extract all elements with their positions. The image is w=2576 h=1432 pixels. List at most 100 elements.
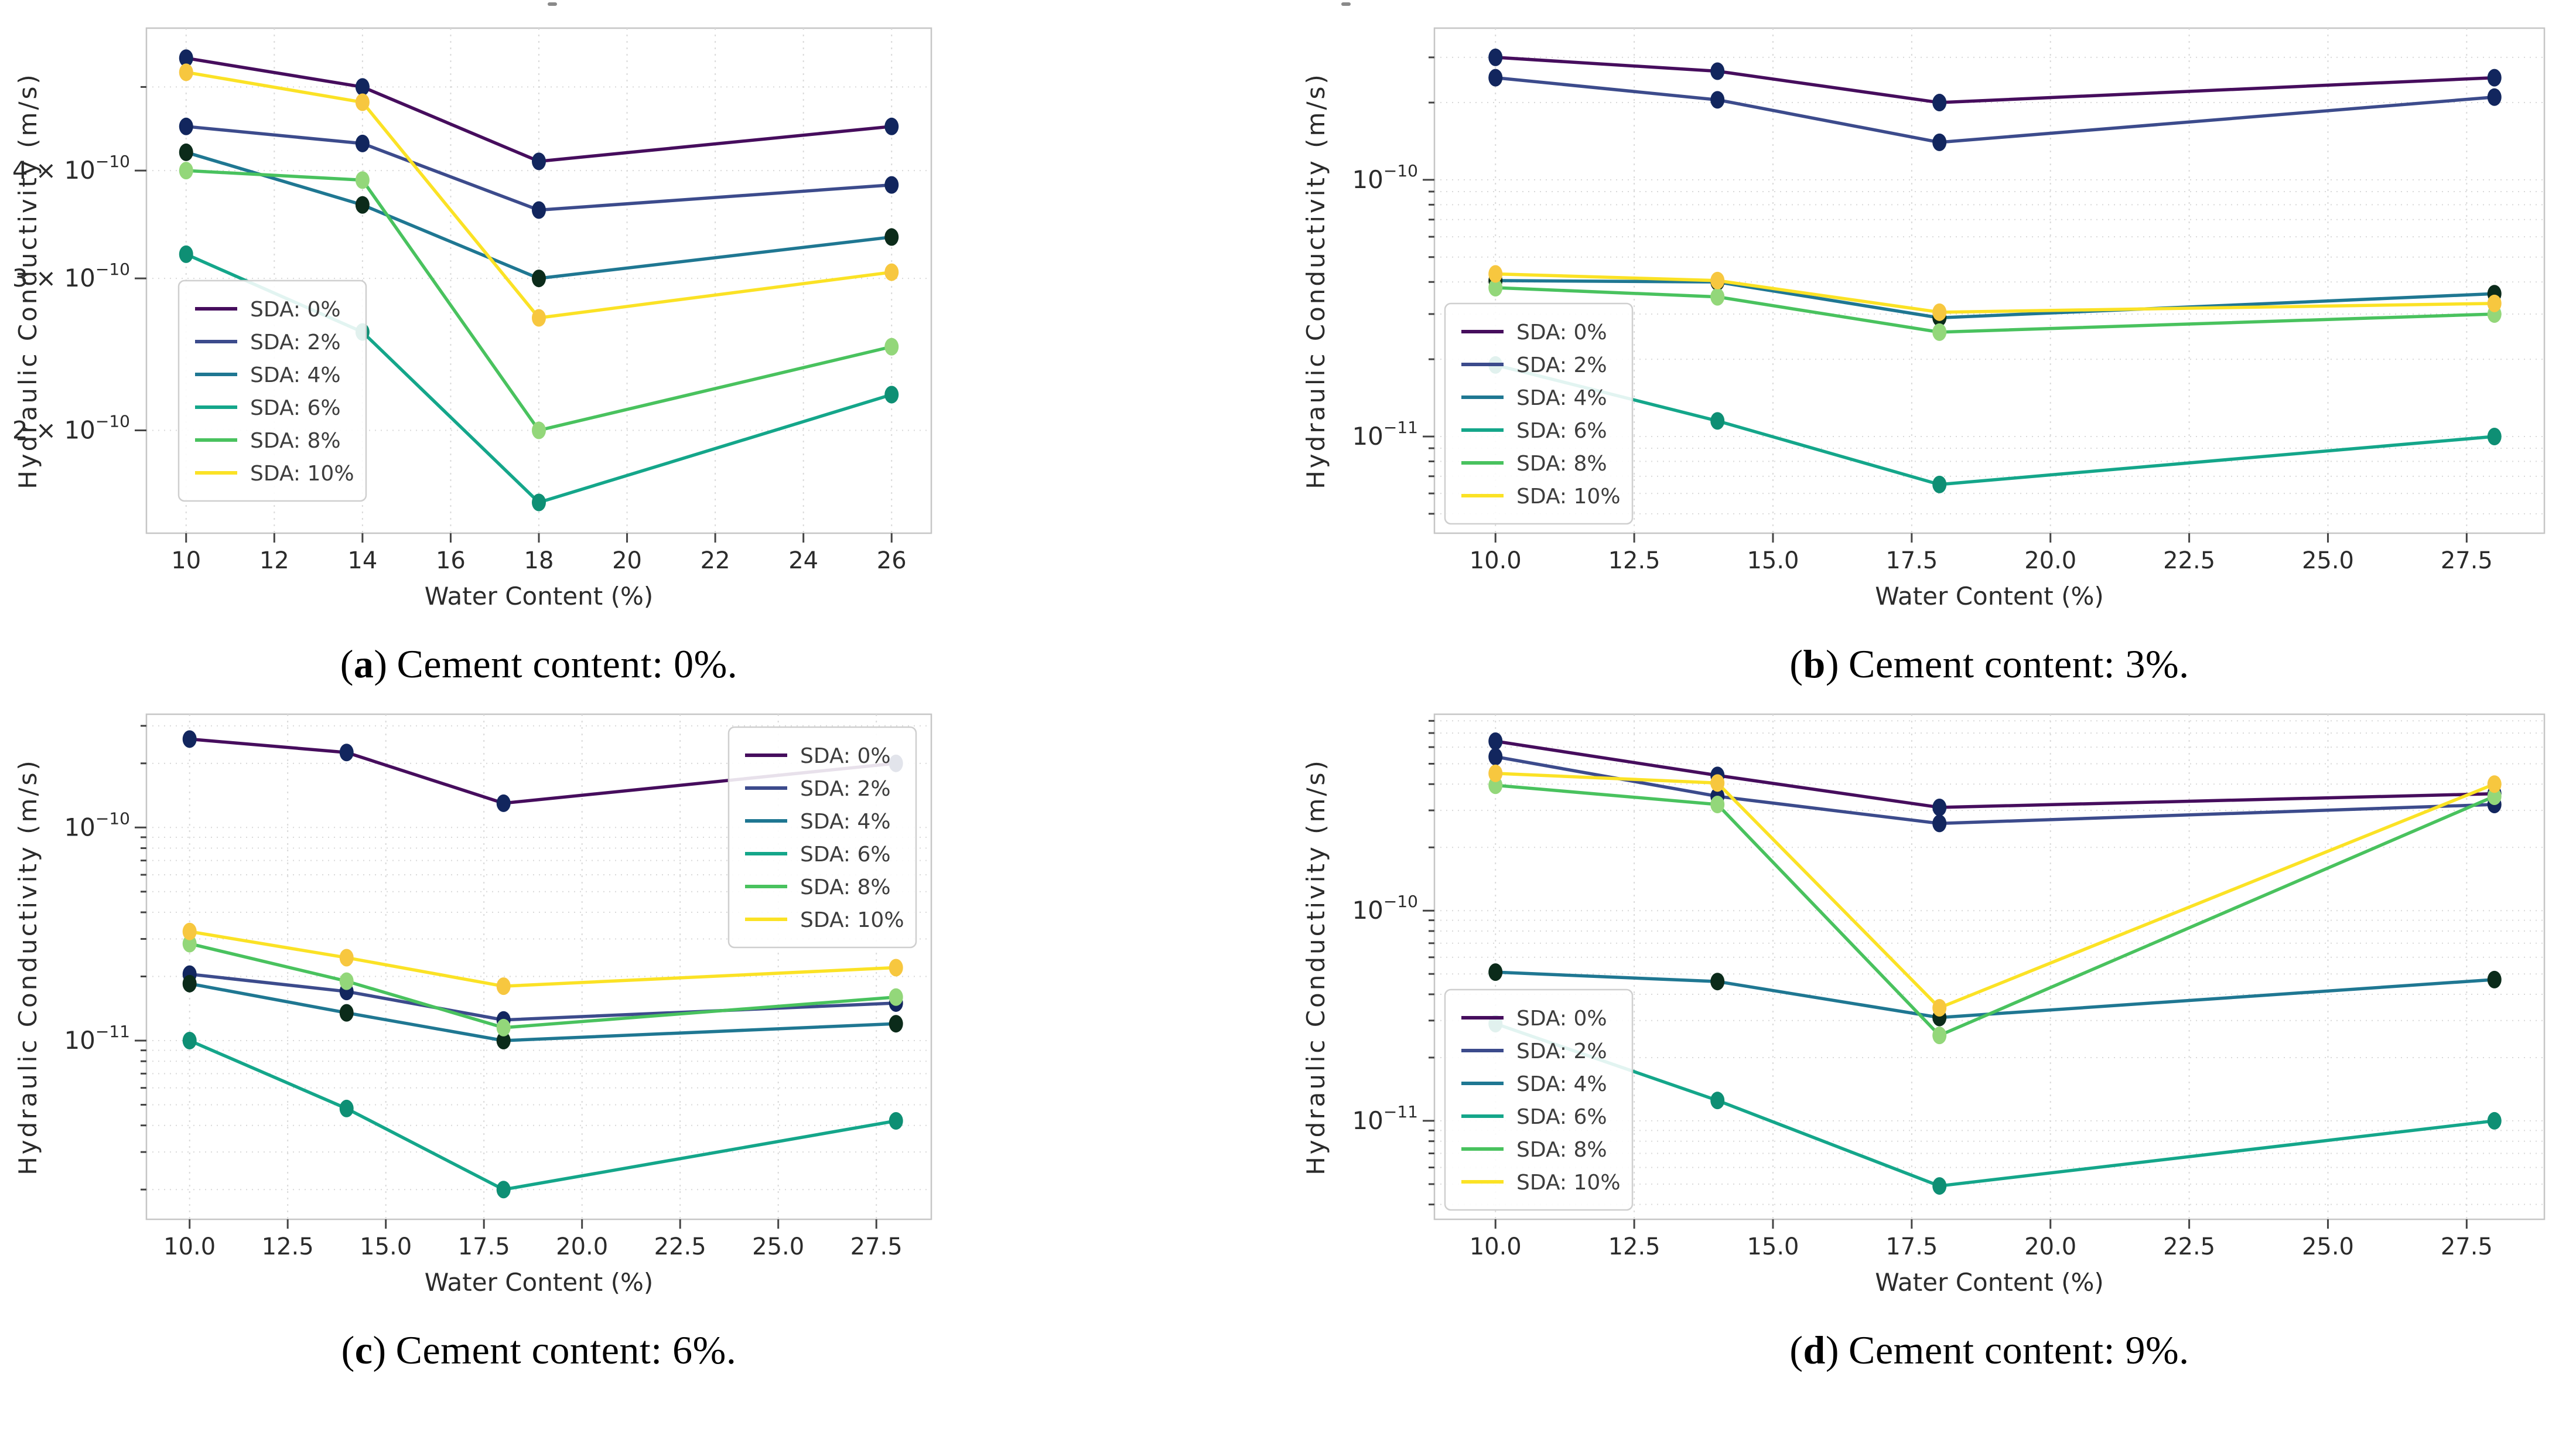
legend-box <box>1444 302 1634 525</box>
data-point-marker <box>1932 814 1947 833</box>
chart-svg-d: 10.0 12.5 15.0 17.5 20.0 22.5 25.0 27.5 10−11 10−… <box>1301 713 2546 1297</box>
x-axis-title: Water Content (%) <box>425 582 654 611</box>
figure-grid: 10 12 14 16 18 20 22 24 26 2 × 10−10 3 × 10−10 4 × … <box>0 6 2576 1373</box>
data-point-marker <box>884 337 899 356</box>
panel-a-caption: (a) Cement content: 0%. <box>146 641 931 687</box>
legend-item: SDA: 0% <box>195 298 341 322</box>
data-point-marker <box>182 730 197 748</box>
legend: SDA: 0% SDA: 2% SDA: 4% SDA: 6% SDA: 8% SDA: … <box>727 726 917 949</box>
x-tick-label: 24 <box>788 547 818 574</box>
y-axis-title: Hydraulic Conductivity (m/s) <box>1301 72 1330 489</box>
legend-item: SDA: 4% <box>1461 1072 1607 1096</box>
series-sda-4- <box>182 974 903 1049</box>
x-tick-label: 18 <box>524 547 554 574</box>
series-sda-10- <box>1488 764 2502 1017</box>
legend-item: SDA: 6% <box>195 396 341 420</box>
x-tick-label: 17.5 <box>1885 1233 1938 1260</box>
series-sda-2- <box>179 117 899 219</box>
series-sda-0- <box>1488 48 2502 112</box>
data-point-marker <box>1488 278 1503 296</box>
data-point-marker <box>2487 294 2502 312</box>
legend-item: SDA: 6% <box>1461 419 1607 443</box>
data-point-marker <box>1710 796 1725 814</box>
chart-c: 10.0 12.5 15.0 17.5 20.0 22.5 25.0 27.5 10−11 10−… <box>0 692 1288 1325</box>
data-point-marker <box>1710 1092 1725 1110</box>
series-line <box>187 982 898 1042</box>
x-tick-label: 17.5 <box>458 1233 510 1260</box>
legend-label: SDA: 10% <box>1516 1171 1621 1195</box>
x-tick-label: 20.0 <box>2024 547 2076 574</box>
legend-label: SDA: 8% <box>800 875 891 899</box>
panel-d: 10.0 12.5 15.0 17.5 20.0 22.5 25.0 27.5 10−11 10−… <box>1288 692 2576 1373</box>
series-sda-2- <box>1488 69 2502 151</box>
legend-item: SDA: 4% <box>745 810 891 834</box>
data-point-marker <box>496 794 511 812</box>
y-tick-label: 10−11 <box>1352 418 1418 451</box>
x-tick-label: 22.5 <box>654 1233 706 1260</box>
series-line <box>187 942 898 1029</box>
data-point-marker <box>179 245 193 263</box>
series-line <box>1494 970 2496 1020</box>
legend-box <box>1444 988 1634 1211</box>
y-tick-label: 3 × 10−10 <box>12 260 130 292</box>
legend-item: SDA: 2% <box>1461 353 1607 377</box>
data-point-marker <box>2487 427 2502 445</box>
x-axis-title: Water Content (%) <box>1875 582 2104 611</box>
data-point-marker <box>1932 94 1947 112</box>
data-point-marker <box>1932 1027 1947 1045</box>
gridlines <box>1434 714 2544 1219</box>
y-tick-label: 10−10 <box>1352 161 1418 194</box>
series-line <box>1494 279 2496 320</box>
series-line <box>1494 286 2496 334</box>
series-sda-10- <box>1488 265 2502 321</box>
data-point-marker <box>1488 48 1503 66</box>
data-point-marker <box>339 949 354 967</box>
data-point-marker <box>496 1031 511 1049</box>
data-point-marker <box>182 935 197 953</box>
data-point-marker <box>179 162 193 180</box>
series-sda-10- <box>182 922 903 995</box>
data-point-marker <box>1488 69 1503 87</box>
data-point-marker <box>889 988 903 1006</box>
legend-label: SDA: 0% <box>800 744 891 768</box>
legend-label: SDA: 8% <box>250 429 341 453</box>
chart-d: 10.0 12.5 15.0 17.5 20.0 22.5 25.0 27.5 10−11 10−… <box>1288 692 2576 1325</box>
series-sda-6- <box>182 1031 903 1199</box>
series-line <box>1494 76 2496 144</box>
series-sda-0- <box>1488 732 2502 816</box>
data-point-marker <box>1932 475 1947 493</box>
legend-label: SDA: 2% <box>1516 1039 1607 1063</box>
y-tick-label: 10−11 <box>64 1022 130 1055</box>
data-point-marker <box>1488 748 1503 766</box>
x-tick-label: 10.0 <box>1470 547 1522 574</box>
legend-label: SDA: 6% <box>800 843 891 867</box>
data-point-marker <box>1710 774 1725 792</box>
chart-svg-b: 10.0 12.5 15.0 17.5 20.0 22.5 25.0 27.5 10−11 10−… <box>1301 27 2546 611</box>
data-point-marker <box>1710 973 1725 991</box>
data-point-marker <box>339 744 354 762</box>
x-tick-label: 15.0 <box>360 1233 412 1260</box>
caption-text: Cement content: 0%. <box>397 642 738 686</box>
data-point-marker <box>355 78 370 96</box>
x-tick-label: 22.5 <box>2163 1233 2215 1260</box>
panel-b-caption: (b) Cement content: 3%. <box>1434 641 2544 687</box>
data-point-marker <box>1488 265 1503 283</box>
x-tick-label: 27.5 <box>2441 547 2493 574</box>
x-tick-label: 12 <box>259 547 289 574</box>
caption-paren: ) <box>373 1328 387 1372</box>
series-sda-4- <box>179 143 899 288</box>
data-point-marker <box>355 134 370 152</box>
caption-paren: ( <box>1789 1328 1803 1372</box>
series-sda-8- <box>182 935 903 1037</box>
x-axis-title: Water Content (%) <box>425 1268 654 1297</box>
chart-svg-c: 10.0 12.5 15.0 17.5 20.0 22.5 25.0 27.5 10−11 10−… <box>13 713 932 1297</box>
series-line <box>1494 755 2496 826</box>
legend-item: SDA: 2% <box>1461 1039 1607 1063</box>
legend-label: SDA: 4% <box>800 810 891 834</box>
legend-box <box>177 279 367 502</box>
x-tick-label: 10.0 <box>1470 1233 1522 1260</box>
legend-label: SDA: 8% <box>1516 1138 1607 1162</box>
data-point-marker <box>339 1004 354 1022</box>
legend-label: SDA: 4% <box>250 363 341 387</box>
